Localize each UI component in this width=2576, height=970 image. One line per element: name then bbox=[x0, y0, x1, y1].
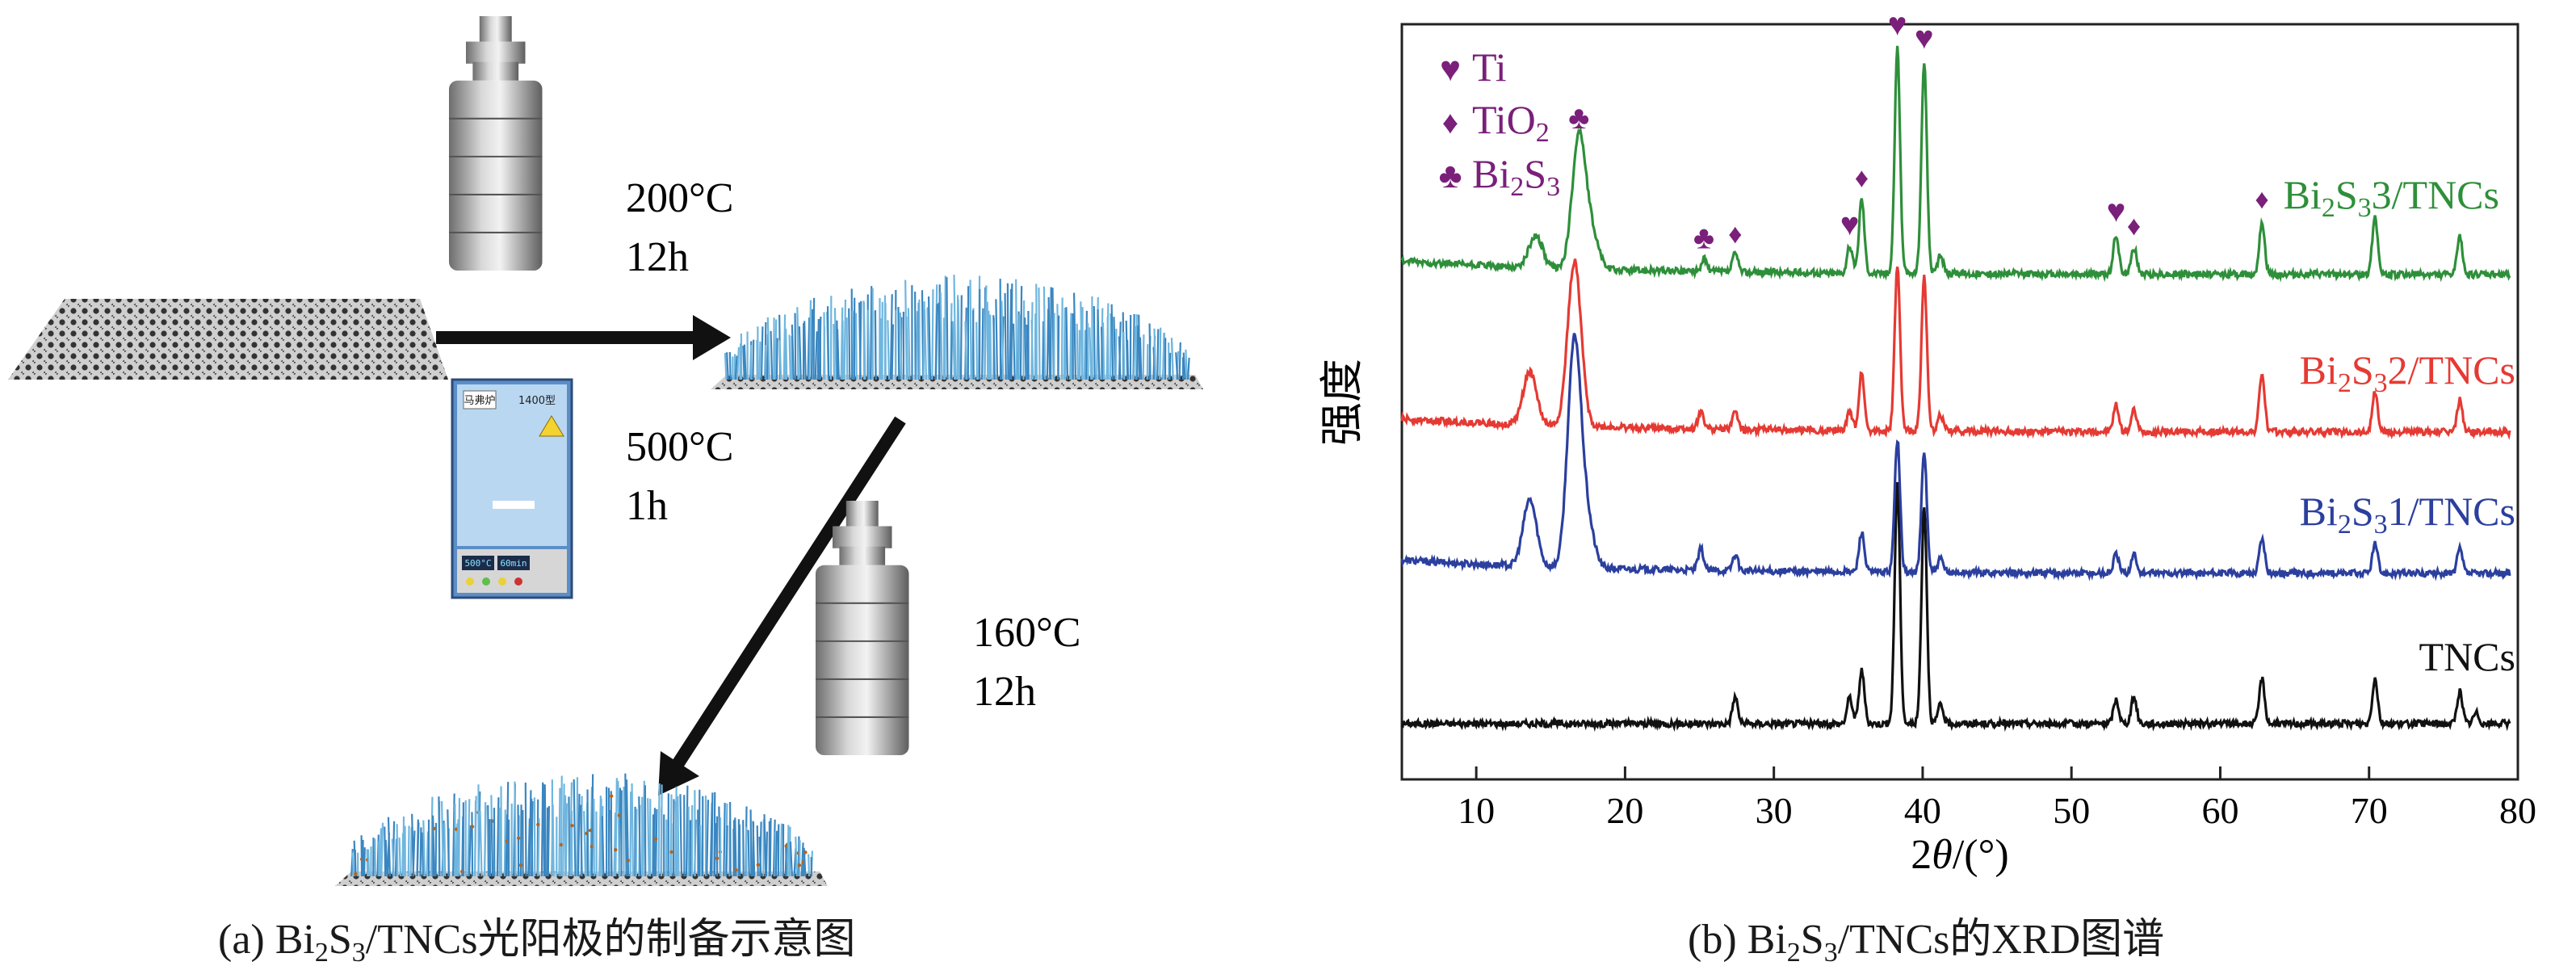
legend: ♥ Ti ♦ TiO2 ♣ Bi2S3 bbox=[1439, 44, 1561, 202]
step1-arrow-head bbox=[693, 315, 731, 360]
x-tick-label: 40 bbox=[1904, 790, 1941, 831]
peak-marker: ♦ bbox=[2127, 212, 2141, 241]
peak-marker: ♥ bbox=[2107, 193, 2126, 229]
legend-label-tio2: TiO2 bbox=[1472, 97, 1550, 148]
legend-label-ti: Ti bbox=[1472, 44, 1507, 90]
legend-symbol-bi2s3: ♣ bbox=[1439, 156, 1462, 195]
peak-marker: ♦ bbox=[1855, 164, 1869, 194]
series-label-2: Bi2S32/TNCs bbox=[2300, 347, 2515, 398]
x-tick-label: 30 bbox=[1756, 790, 1793, 831]
legend-label-bi2s3: Bi2S3 bbox=[1472, 151, 1560, 202]
xrd-trace-3 bbox=[1400, 45, 2511, 283]
ti-mesh-substrate bbox=[8, 299, 448, 380]
step3-temperature: 160°C bbox=[973, 610, 1080, 656]
tnc-nanotube-film bbox=[711, 275, 1203, 389]
x-tick-label: 60 bbox=[2201, 790, 2238, 831]
step3-time: 12h bbox=[973, 669, 1036, 715]
xrd-trace-0 bbox=[1401, 481, 2511, 733]
series-label-1: Bi2S31/TNCs bbox=[2300, 489, 2515, 540]
furnace-brand: 马弗炉 bbox=[464, 395, 495, 407]
xrd-trace-2 bbox=[1400, 258, 2511, 440]
peak-marker: ♥ bbox=[1915, 19, 1934, 56]
caption-b: (b) Bi2S3/TNCs的XRD图谱 bbox=[1688, 917, 2164, 968]
step3-arrow bbox=[671, 416, 906, 770]
xrd-trace-1 bbox=[1400, 333, 2511, 582]
bi2s3-tnc-film bbox=[335, 773, 828, 886]
step2-time: 1h bbox=[626, 483, 668, 529]
x-tick-label: 10 bbox=[1458, 790, 1495, 831]
x-tick-label: 50 bbox=[2053, 790, 2090, 831]
x-tick-label: 80 bbox=[2499, 790, 2536, 831]
series-label-0: TNCs bbox=[2419, 634, 2515, 679]
x-tick-label: 20 bbox=[1606, 790, 1643, 831]
peak-marker: ♦ bbox=[2255, 185, 2268, 215]
legend-symbol-ti: ♥ bbox=[1440, 49, 1461, 89]
peak-marker: ♣ bbox=[1568, 99, 1589, 136]
preparation-scheme: 马弗炉 1400型 500°C 60min 200°C 12h 500°C 1h… bbox=[8, 16, 1203, 968]
x-axis-label: 2θ/(°) bbox=[1911, 832, 2008, 878]
step2-temperature: 500°C bbox=[626, 424, 733, 470]
xrd-chart: 10 20 30 40 50 60 70 80 ♣♣ ♦ ♥♦♥ ♥♥ ♦♦ TNCsBi2S31/T… bbox=[1316, 6, 2536, 968]
furnace-code: 1400型 bbox=[518, 395, 556, 407]
warning-icon bbox=[539, 415, 564, 437]
step1-time: 12h bbox=[626, 234, 689, 280]
peak-marker: ♥ bbox=[1840, 206, 1860, 242]
step1-temperature: 200°C bbox=[626, 175, 733, 221]
plot-frame bbox=[1400, 23, 2519, 781]
peak-marker: ♥ bbox=[1888, 6, 1907, 43]
series-label-3: Bi2S33/TNCs bbox=[2284, 172, 2499, 223]
autoclave-icon bbox=[449, 16, 543, 271]
furnace-led-temp: 500°C bbox=[464, 558, 491, 569]
y-axis-label: 强度 bbox=[1316, 359, 1367, 446]
step3-arrow-head bbox=[658, 751, 699, 796]
x-tick-label: 70 bbox=[2351, 790, 2388, 831]
furnace-led-time: 60min bbox=[500, 558, 527, 569]
peak-marker: ♦ bbox=[1728, 220, 1742, 250]
caption-a: (a) Bi2S3/TNCs光阳极的制备示意图 bbox=[218, 917, 855, 968]
peak-marker: ♣ bbox=[1693, 220, 1714, 256]
legend-symbol-tio2: ♦ bbox=[1442, 104, 1458, 141]
autoclave-icon bbox=[816, 501, 909, 755]
muffle-furnace-icon: 马弗炉 1400型 500°C 60min bbox=[451, 378, 573, 599]
